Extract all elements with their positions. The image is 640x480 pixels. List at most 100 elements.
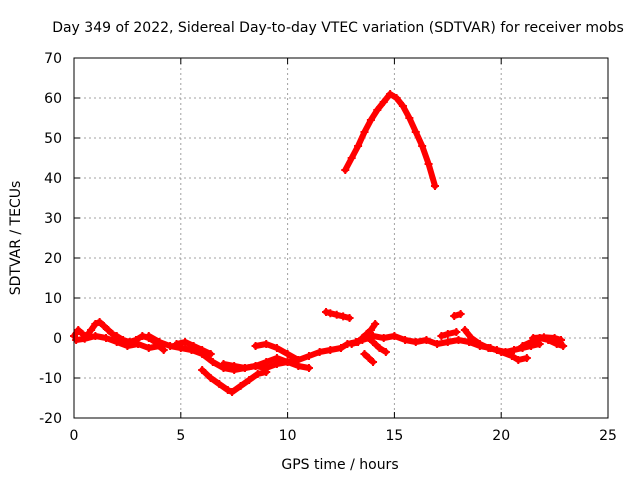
data-point — [550, 334, 559, 342]
data-point — [424, 160, 433, 168]
data-point — [430, 182, 439, 190]
data-point — [405, 114, 414, 122]
data-point — [326, 309, 335, 318]
data-point — [366, 116, 375, 124]
data-point — [189, 342, 198, 350]
data-point — [172, 340, 181, 348]
y-tick-label: 10 — [44, 291, 62, 307]
data-point — [198, 346, 207, 354]
data-point — [358, 334, 367, 342]
data-point — [294, 362, 303, 370]
data-point — [144, 332, 153, 340]
data-point — [341, 166, 350, 174]
data-point — [339, 312, 348, 321]
data-point — [386, 90, 395, 98]
data-point — [371, 320, 380, 328]
data-point — [507, 352, 516, 360]
data-point — [99, 322, 108, 330]
data-point — [360, 350, 369, 358]
plot-frame — [73, 57, 609, 419]
x-tick-label: 20 — [492, 428, 510, 444]
data-point — [283, 350, 292, 358]
data-point — [460, 326, 469, 334]
x-tick-label: 0 — [70, 428, 79, 444]
data-point — [240, 364, 249, 372]
data-point — [223, 386, 232, 394]
data-point — [557, 336, 566, 344]
data-point — [74, 326, 83, 334]
data-point — [411, 338, 420, 346]
data-point — [362, 330, 371, 338]
data-point — [369, 358, 378, 366]
data-point — [80, 334, 89, 343]
data-series-arc-12 — [342, 91, 438, 189]
data-point — [236, 382, 245, 390]
data-point — [539, 333, 548, 342]
y-tick-label: 60 — [44, 91, 62, 107]
data-point — [497, 348, 506, 356]
data-point — [510, 346, 519, 354]
y-tick-label: -10 — [39, 371, 62, 387]
data-series-arc-13 — [370, 333, 473, 347]
data-point — [272, 344, 281, 352]
y-tick-label: 20 — [44, 251, 62, 267]
x-tick-label: 25 — [599, 428, 617, 444]
y-tick-label: -20 — [39, 411, 62, 427]
data-point — [144, 344, 153, 352]
data-point — [326, 346, 335, 354]
data-point — [104, 326, 113, 334]
data-point — [72, 336, 81, 344]
data-point — [251, 362, 260, 370]
data-point — [514, 356, 523, 364]
data-point — [253, 370, 262, 378]
data-point — [390, 332, 399, 340]
data-point — [95, 318, 104, 326]
data-point — [315, 348, 324, 356]
chart-title: Day 349 of 2022, Sidereal Day-to-day VTE… — [52, 20, 624, 36]
data-point — [369, 332, 378, 340]
data-point — [559, 342, 568, 350]
data-point — [354, 338, 363, 346]
data-point — [392, 94, 401, 102]
y-axis-label: SDTVAR / TECUs — [8, 181, 24, 296]
y-tick-label: 70 — [44, 51, 62, 67]
data-point — [465, 338, 474, 346]
y-tick-label: 0 — [53, 331, 62, 347]
data-point — [262, 368, 271, 376]
data-point — [262, 340, 271, 348]
data-point — [401, 336, 410, 344]
data-point — [486, 344, 495, 352]
data-point — [251, 342, 260, 350]
data-point — [123, 342, 132, 350]
data-point — [108, 330, 117, 338]
data-point — [155, 338, 164, 346]
data-point — [360, 128, 369, 136]
data-series-arc-2 — [73, 333, 167, 353]
data-point — [379, 334, 388, 342]
x-axis-label: GPS time / hours — [281, 457, 398, 473]
data-point — [206, 350, 215, 358]
data-point — [322, 308, 331, 316]
data-point — [422, 336, 431, 344]
data-point — [443, 330, 452, 338]
data-point — [272, 354, 281, 362]
data-point — [91, 332, 100, 340]
data-point — [337, 344, 345, 352]
data-point — [452, 328, 461, 336]
data-point — [518, 342, 527, 350]
data-point — [102, 334, 111, 342]
data-point — [398, 102, 407, 110]
data-point — [304, 352, 313, 360]
data-point — [375, 344, 384, 352]
data-point — [230, 362, 239, 370]
y-tick-label: 50 — [44, 131, 62, 147]
data-point — [112, 338, 121, 346]
data-point — [198, 366, 207, 374]
data-point — [304, 364, 313, 372]
data-layer — [70, 90, 568, 396]
data-point — [215, 380, 224, 388]
data-point — [332, 310, 341, 319]
data-point — [354, 142, 363, 150]
data-point — [345, 314, 354, 322]
